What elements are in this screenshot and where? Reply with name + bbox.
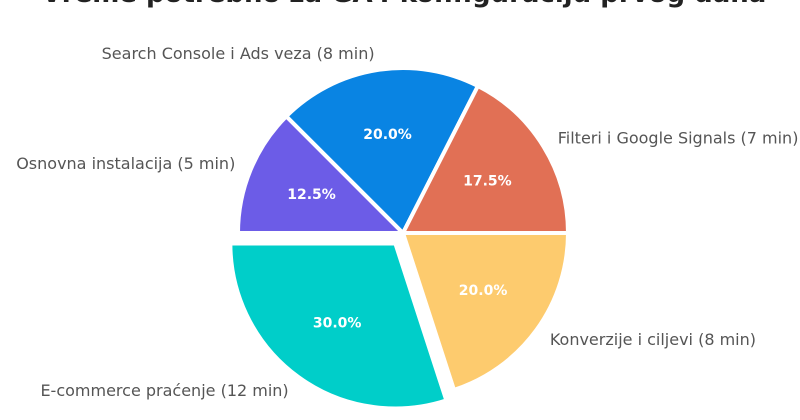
slice-labels: 12.5% Osnovna instalacija (5 min) 20.0% Sea… xyxy=(16,44,798,400)
chart-title: Vreme potrebno za GA4 konfiguraciju prvo… xyxy=(42,0,767,9)
slice-category-label: Filteri i Google Signals (7 min) xyxy=(558,129,799,148)
slice-category-label: Osnovna instalacija (5 min) xyxy=(16,154,235,173)
pie-slices xyxy=(228,66,570,411)
slice-percent-label: 12.5% xyxy=(287,187,336,203)
slice-category-label: Konverzije i ciljevi (8 min) xyxy=(550,330,756,349)
slice-percent-label: 20.0% xyxy=(363,127,412,143)
pie-slice-2 xyxy=(284,66,480,235)
pie-slice-5 xyxy=(228,241,449,411)
pie-slice-1 xyxy=(236,114,405,235)
pie-slice-4 xyxy=(401,231,570,392)
slice-percent-label: 17.5% xyxy=(463,173,512,189)
slice-percent-label: 30.0% xyxy=(313,316,362,332)
slice-category-label: Search Console i Ads veza (8 min) xyxy=(102,44,375,63)
slice-percent-label: 20.0% xyxy=(459,283,508,299)
pie-slice-3 xyxy=(401,83,570,235)
slice-category-label: E-commerce praćenje (12 min) xyxy=(40,381,288,400)
